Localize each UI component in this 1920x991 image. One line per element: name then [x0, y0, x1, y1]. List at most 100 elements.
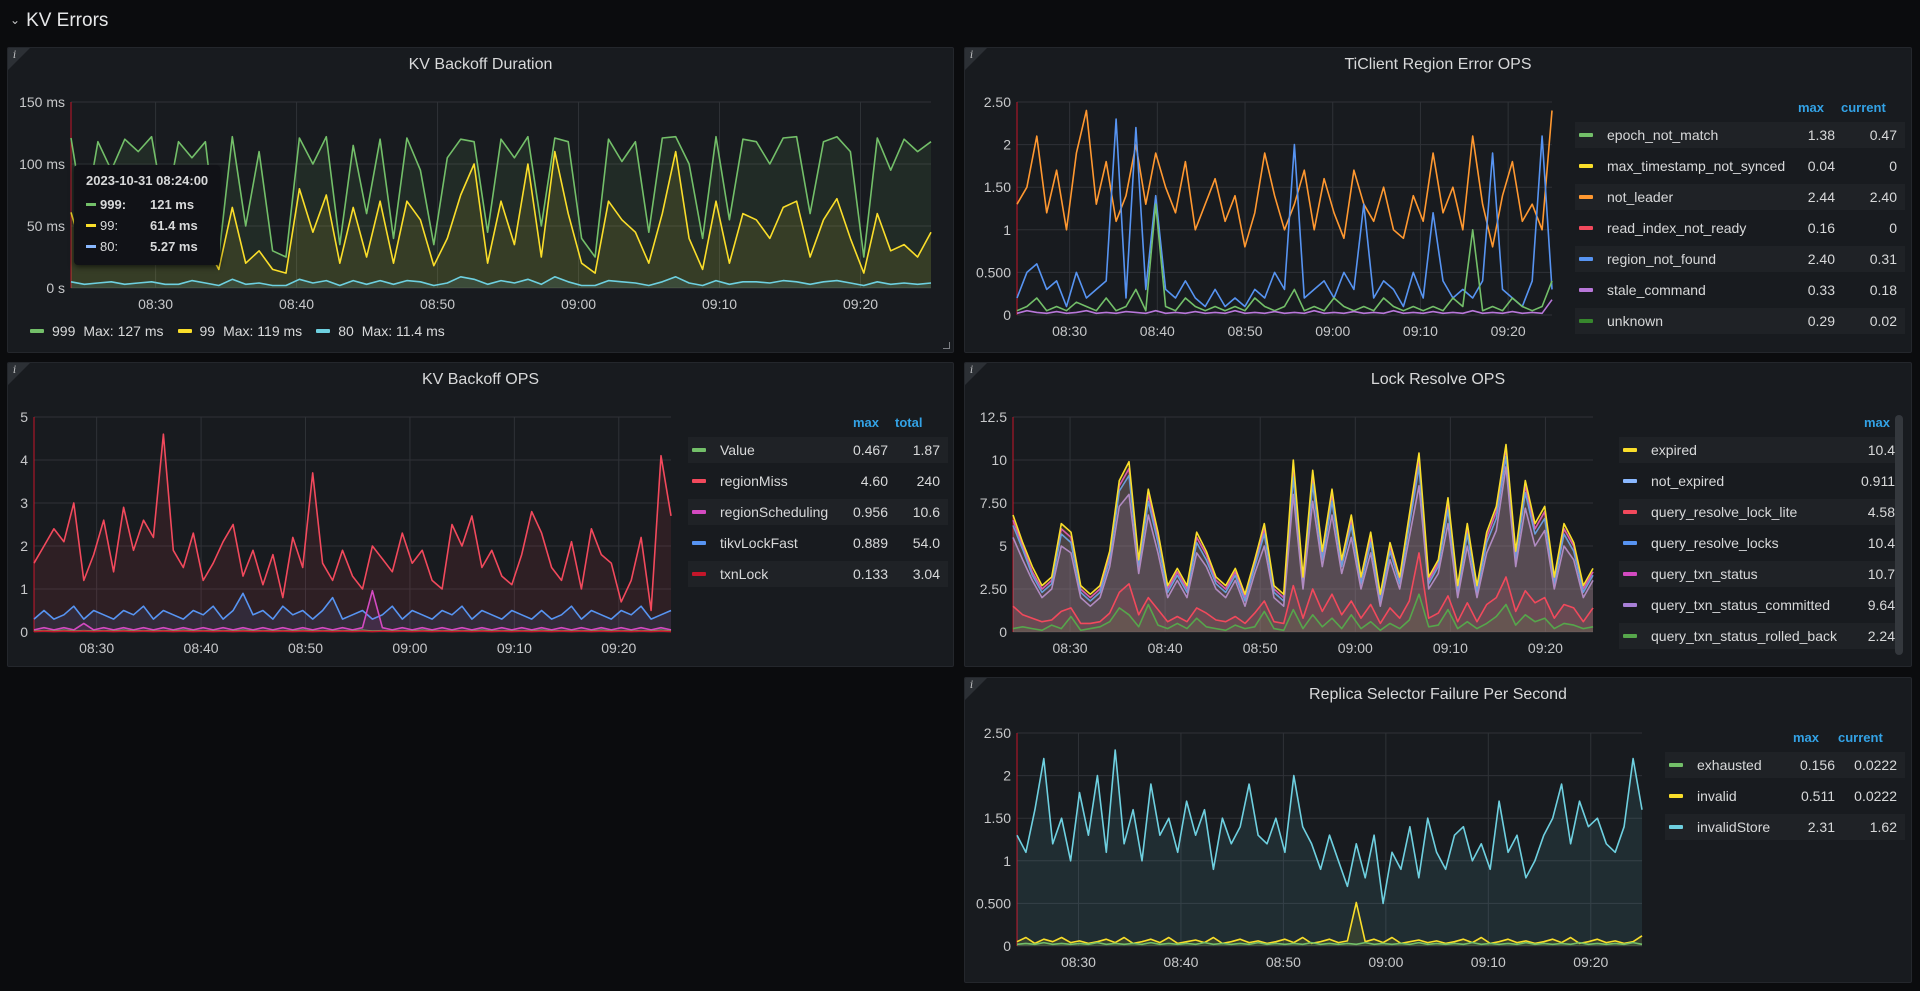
series-area-expired — [1013, 444, 1593, 632]
x-tick-label: 08:40 — [279, 296, 314, 312]
info-corner[interactable] — [8, 363, 30, 385]
series-line-not-leader[interactable] — [1016, 109, 1553, 248]
chart-kv-backoff-duration[interactable]: 0 s 50 ms 100 ms 150 ms 08:30 08:40 08:50 09:00… — [8, 48, 954, 353]
series-line-expired[interactable] — [1012, 443, 1594, 595]
legend-item-80[interactable]: 80 Max: 11.4 ms — [316, 323, 445, 339]
legend-row-query-txn-status[interactable]: query_txn_status 10.7 — [1619, 561, 1895, 587]
x-tick-label: 09:00 — [392, 640, 427, 656]
legend-item-999[interactable]: 999 Max: 127 ms — [30, 323, 164, 339]
legend-row-query-resolve-locks[interactable]: query_resolve_locks 10.4 — [1619, 530, 1895, 556]
legend-value-max: 0.156 — [1799, 757, 1835, 773]
legend-row-not-expired[interactable]: not_expired 0.911 — [1619, 468, 1895, 494]
legend-row-expired[interactable]: expired 10.4 — [1619, 437, 1895, 463]
chevron-down-icon[interactable]: ⌄ — [10, 13, 21, 27]
legend-scrollbar[interactable] — [1895, 415, 1903, 655]
series-line-query-resolve-lock-lite[interactable] — [1012, 552, 1594, 625]
series-line-query-txn-status-rolled-back[interactable] — [1012, 593, 1594, 632]
y-tick-label: 0.500 — [976, 895, 1011, 911]
info-corner[interactable] — [965, 678, 987, 700]
legend-row-epoch-not-match[interactable]: epoch_not_match 1.38 0.47 — [1575, 122, 1905, 148]
y-tick-label: 1 — [20, 581, 28, 597]
legend-column-total[interactable]: total — [895, 415, 923, 430]
series-line-80[interactable] — [70, 276, 932, 287]
legend-column-max[interactable]: max — [1793, 730, 1820, 745]
panel-title[interactable]: KV Backoff Duration — [408, 56, 553, 73]
series-area-query-txn-status — [1013, 448, 1593, 632]
info-icon[interactable]: i — [13, 50, 17, 61]
series-line-tikvlockfast[interactable] — [33, 592, 672, 620]
series-line-txnlock[interactable] — [33, 630, 672, 633]
info-icon[interactable]: i — [13, 365, 17, 376]
legend-series-name: stale_command — [1607, 282, 1706, 298]
legend-value-current: 0.31 — [1869, 251, 1897, 267]
legend-swatch — [1623, 603, 1637, 607]
legend-column-current[interactable]: current — [1841, 100, 1886, 115]
legend-row-max-timestamp-not-synced[interactable]: max_timestamp_not_synced 0.04 0 — [1575, 153, 1905, 179]
legend-value-max: 1.38 — [1807, 127, 1835, 143]
legend-row-txnlock[interactable]: txnLock 0.133 3.04 — [688, 561, 948, 587]
series-line-epoch-not-match[interactable] — [1016, 203, 1553, 312]
x-tick-label: 08:50 — [1228, 323, 1263, 339]
legend-column-max[interactable]: max — [853, 415, 880, 430]
info-corner[interactable] — [965, 48, 987, 70]
legend-column-current[interactable]: current — [1838, 730, 1883, 745]
panel-kv-backoff-duration: i KV Backoff Duration 0 s 50 ms 100 ms 150 … — [7, 47, 954, 353]
panel-title[interactable]: Replica Selector Failure Per Second — [1309, 686, 1567, 703]
y-tick-label: 2 — [1003, 137, 1011, 153]
series-line-stale-command[interactable] — [1016, 299, 1553, 315]
legend-row-region-not-found[interactable]: region_not_found 2.40 0.31 — [1575, 246, 1905, 272]
legend-item-99[interactable]: 99 Max: 119 ms — [177, 323, 302, 339]
legend-row-regionscheduling[interactable]: regionScheduling 0.956 10.6 — [688, 499, 948, 525]
legend-row-exhausted[interactable]: exhausted 0.156 0.0222 — [1665, 752, 1905, 778]
legend-row-tikvlockfast[interactable]: tikvLockFast 0.889 54.0 — [688, 530, 948, 556]
legend-name: 80 — [338, 323, 354, 339]
info-corner[interactable] — [965, 363, 987, 385]
x-tick-label: 08:30 — [1053, 640, 1088, 656]
legend-row-query-resolve-lock-lite[interactable]: query_resolve_lock_lite 4.58 — [1619, 499, 1895, 525]
legend-row-regionmiss[interactable]: regionMiss 4.60 240 — [688, 468, 948, 494]
series-line-regionmiss[interactable] — [33, 433, 672, 612]
resize-handle[interactable] — [943, 342, 950, 349]
panel-title[interactable]: Lock Resolve OPS — [1370, 371, 1506, 388]
series-area-exhausted — [1017, 942, 1642, 946]
legend-value-max: 10.4 — [1867, 442, 1895, 458]
legend-row-value[interactable]: Value 0.467 1.87 — [688, 437, 948, 463]
series-line-exhausted[interactable] — [1016, 941, 1643, 946]
series-line-region-not-found[interactable] — [1016, 118, 1553, 308]
row-header-kv-errors[interactable]: ⌄ KV Errors — [10, 8, 108, 34]
series-line-query-txn-status-committed[interactable] — [1012, 466, 1594, 607]
legend-row-invalid[interactable]: invalid 0.511 0.0222 — [1665, 783, 1905, 809]
series-line-invalidstore[interactable] — [1016, 749, 1643, 905]
info-icon[interactable]: i — [970, 50, 974, 61]
x-tick-label: 09:20 — [1573, 954, 1608, 970]
legend-row-invalidstore[interactable]: invalidStore 2.31 1.62 — [1665, 814, 1905, 840]
legend-row-not-leader[interactable]: not_leader 2.44 2.40 — [1575, 184, 1905, 210]
legend-series-name: expired — [1651, 442, 1697, 458]
chart-kv-backoff-ops[interactable]: 0 1 2 3 4 5 08:30 08:40 08:50 09:00 09:10 09:20 — [8, 363, 954, 667]
legend-swatch — [692, 448, 706, 452]
chart-lock-resolve-ops[interactable]: 0 2.50 5 7.50 10 12.5 08:30 08:40 08:50 09:00 09:1… — [965, 363, 1912, 667]
legend-column-max[interactable]: max — [1798, 100, 1825, 115]
series-line-regionscheduling[interactable] — [33, 589, 672, 631]
x-tick-label: 08:30 — [1061, 954, 1096, 970]
legend-column-max[interactable]: max — [1864, 415, 1891, 430]
legend-value-current: 0.0222 — [1854, 788, 1897, 804]
panel-title[interactable]: KV Backoff OPS — [421, 371, 540, 388]
legend-row-unknown[interactable]: unknown 0.29 0.02 — [1575, 308, 1905, 334]
info-icon[interactable]: i — [970, 365, 974, 376]
series-line-invalid[interactable] — [1016, 901, 1643, 945]
y-tick-label: 0 — [999, 624, 1007, 640]
info-icon[interactable]: i — [970, 680, 974, 691]
legend-row-query-txn-status-committed[interactable]: query_txn_status_committed 9.64 — [1619, 592, 1895, 618]
legend-row-query-txn-status-rolled-back[interactable]: query_txn_status_rolled_back 2.24 — [1619, 623, 1895, 649]
legend-value-max: 4.58 — [1867, 504, 1895, 520]
chart-ticlient-region-error-ops[interactable]: 0 0.500 1 1.50 2 2.50 08:30 08:40 08:50 09:00 09:1… — [965, 48, 1912, 353]
info-corner[interactable] — [8, 48, 30, 70]
chart-replica-selector-failure[interactable]: 0 0.500 1 1.50 2 2.50 08:30 08:40 08:50 09:00 09:1… — [965, 678, 1912, 983]
legend-row-stale-command[interactable]: stale_command 0.33 0.18 — [1575, 277, 1905, 303]
legend-value-max: 0.29 — [1807, 313, 1835, 329]
legend-series-name: txnLock — [720, 566, 769, 582]
x-tick-label: 09:00 — [561, 296, 596, 312]
legend-row-read-index-not-ready[interactable]: read_index_not_ready 0.16 0 — [1575, 215, 1905, 241]
panel-title[interactable]: TiClient Region Error OPS — [1344, 56, 1532, 73]
